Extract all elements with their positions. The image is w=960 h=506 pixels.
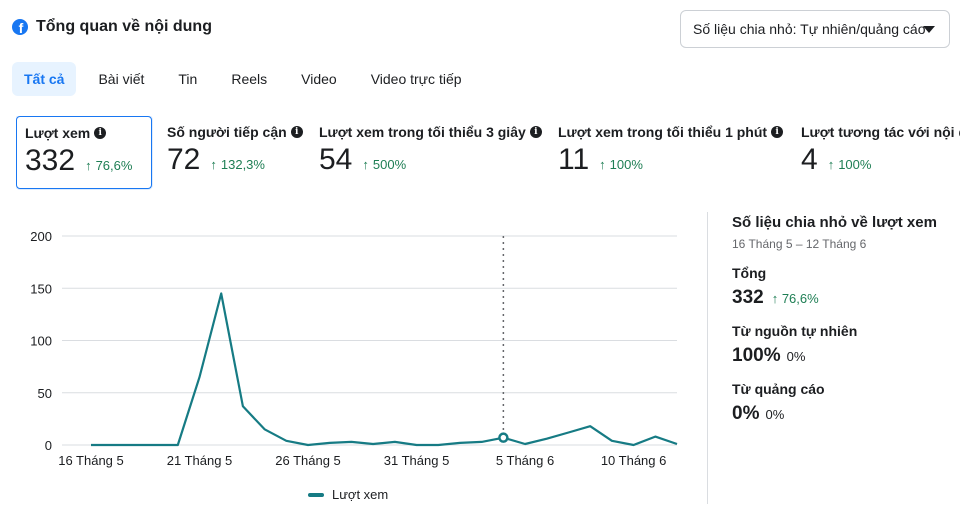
- metric-card-3s-views[interactable]: Lượt xem trong tối thiểu 3 giây i 54 ↑ 500…: [311, 116, 550, 189]
- y-tick-label: 200: [30, 229, 52, 244]
- breakdown-ads-label: Từ quảng cáo: [732, 381, 825, 397]
- info-icon[interactable]: i: [290, 126, 303, 138]
- legend-swatch: [308, 492, 324, 497]
- y-tick-label: 0: [45, 438, 52, 453]
- breakdown-organic-value: 100%: [732, 345, 781, 366]
- metric-label: Lượt xem trong tối thiểu 3 giây: [319, 124, 526, 140]
- metric-change: 500%: [372, 157, 407, 172]
- metric-value: 11: [558, 143, 590, 176]
- views-chart: 0 50 100 150 200 16 Tháng 5 21 Tháng 5 26 Tháng…: [0, 210, 700, 506]
- content-tabs: Tất cả Bài viết Tin Reels Video Video tr…: [12, 62, 484, 96]
- y-tick-label: 50: [38, 386, 52, 401]
- breakdown-organic-label: Từ nguồn tự nhiên: [732, 323, 858, 339]
- breakdown-organic: Từ nguồn tự nhiên 100% 0%: [732, 323, 958, 367]
- breakdown-dropdown[interactable]: Số liệu chia nhỏ: Tự nhiên/quảng cáo: [680, 10, 950, 48]
- panel-divider: [707, 212, 708, 504]
- metric-change: 132,3%: [220, 157, 265, 172]
- arrow-up-icon: ↑: [827, 157, 835, 172]
- breakdown-total-change: 76,6%: [781, 291, 819, 306]
- tab-stories[interactable]: Tin: [178, 71, 198, 87]
- metric-change: 100%: [609, 157, 643, 172]
- x-tick-label: 26 Tháng 5: [275, 453, 341, 468]
- legend-label: Lượt xem: [332, 487, 389, 502]
- metric-label: Số người tiếp cận: [167, 124, 287, 140]
- metric-card-1m-views[interactable]: Lượt xem trong tối thiểu 1 phút i 11 ↑ 100…: [550, 116, 791, 189]
- breakdown-dropdown-value: Số liệu chia nhỏ: Tự nhiên/quảng cáo: [693, 21, 926, 37]
- arrow-up-icon: ↑: [210, 157, 217, 172]
- info-icon[interactable]: i: [94, 127, 107, 139]
- tab-live-video[interactable]: Video trực tiếp: [370, 71, 462, 87]
- chart-legend: Lượt xem: [308, 487, 388, 502]
- x-tick-label: 31 Tháng 5: [384, 453, 450, 468]
- arrow-up-icon: ↑: [85, 158, 92, 173]
- facebook-icon: f: [12, 19, 28, 35]
- metric-value: 54: [319, 143, 353, 176]
- y-tick-label: 150: [30, 281, 52, 296]
- page-title: Tổng quan về nội dung: [36, 18, 212, 35]
- breakdown-title: Số liệu chia nhỏ về lượt xem: [732, 214, 937, 231]
- metric-change: 76,6%: [95, 158, 133, 173]
- tab-posts[interactable]: Bài viết: [98, 71, 145, 87]
- x-tick-label: 10 Tháng 6: [601, 453, 667, 468]
- metric-label: Lượt xem trong tối thiểu 1 phút: [558, 124, 768, 140]
- x-tick-label: 21 Tháng 5: [167, 453, 233, 468]
- caret-down-icon: [923, 26, 935, 33]
- arrow-up-icon: ↑: [362, 157, 369, 172]
- metric-card-views[interactable]: Lượt xem i 332 ↑ 76,6%: [16, 116, 152, 189]
- breakdown-ads-pct: 0%: [765, 407, 785, 422]
- tab-all[interactable]: Tất cả: [12, 62, 77, 96]
- metric-label: Lượt xem: [25, 125, 91, 141]
- breakdown-organic-pct: 0%: [786, 349, 806, 364]
- views-line-chart[interactable]: 0 50 100 150 200 16 Tháng 5 21 Tháng 5 26 Tháng…: [0, 210, 700, 506]
- tab-video[interactable]: Video: [301, 71, 337, 87]
- metric-value: 72: [167, 143, 201, 176]
- metric-value: 4: [801, 143, 818, 176]
- breakdown-total-value: 332: [732, 287, 764, 308]
- metric-change: 100%: [838, 157, 872, 172]
- breakdown-ads: Từ quảng cáo 0% 0%: [732, 381, 958, 425]
- metric-value: 332: [25, 144, 76, 177]
- info-icon[interactable]: i: [771, 126, 784, 138]
- hover-point: [498, 432, 509, 443]
- metric-card-interactions[interactable]: Lượt tương tác với nội dungi 4 ↑100%: [793, 116, 960, 189]
- metric-card-reach[interactable]: Số người tiếp cận i 72 ↑ 132,3%: [159, 116, 311, 189]
- info-icon[interactable]: i: [529, 126, 542, 138]
- breakdown-date-range: 16 Tháng 5 – 12 Tháng 6: [732, 237, 867, 251]
- breakdown-total-label: Tổng: [732, 265, 767, 281]
- arrow-up-icon: ↑: [771, 291, 782, 306]
- series-line: [91, 292, 678, 447]
- breakdown-panel: Số liệu chia nhỏ về lượt xem 16 Tháng 5 …: [732, 214, 958, 425]
- metrics-row: Lượt xem i 332 ↑ 76,6% Số người tiếp cận i …: [16, 116, 960, 190]
- metric-label: Lượt tương tác với nội dung: [801, 124, 960, 140]
- tab-reels[interactable]: Reels: [231, 71, 268, 87]
- arrow-up-icon: ↑: [599, 157, 606, 172]
- y-tick-label: 100: [30, 334, 52, 349]
- page-header: f Tổng quan về nội dung: [12, 18, 212, 36]
- x-tick-label: 16 Tháng 5: [58, 453, 124, 468]
- x-tick-label: 5 Tháng 6: [496, 453, 554, 468]
- breakdown-ads-value: 0%: [732, 403, 760, 424]
- breakdown-total: Tổng 332 ↑ 76,6%: [732, 265, 958, 309]
